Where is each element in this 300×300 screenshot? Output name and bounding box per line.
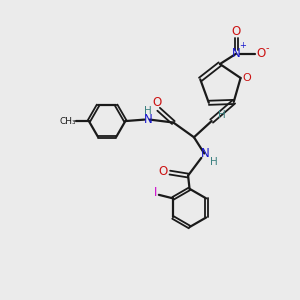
- Text: H: H: [218, 110, 226, 120]
- Text: -: -: [266, 44, 269, 53]
- Text: CH₃: CH₃: [60, 117, 76, 126]
- Text: N: N: [144, 113, 153, 126]
- Text: O: O: [152, 96, 162, 109]
- Text: N: N: [232, 47, 241, 60]
- Text: H: H: [210, 157, 218, 167]
- Text: H: H: [145, 106, 152, 116]
- Text: +: +: [239, 41, 246, 50]
- Text: O: O: [232, 25, 241, 38]
- Text: O: O: [159, 165, 168, 178]
- Text: O: O: [243, 73, 251, 83]
- Text: I: I: [154, 186, 158, 199]
- Text: O: O: [256, 47, 265, 60]
- Text: N: N: [201, 147, 210, 160]
